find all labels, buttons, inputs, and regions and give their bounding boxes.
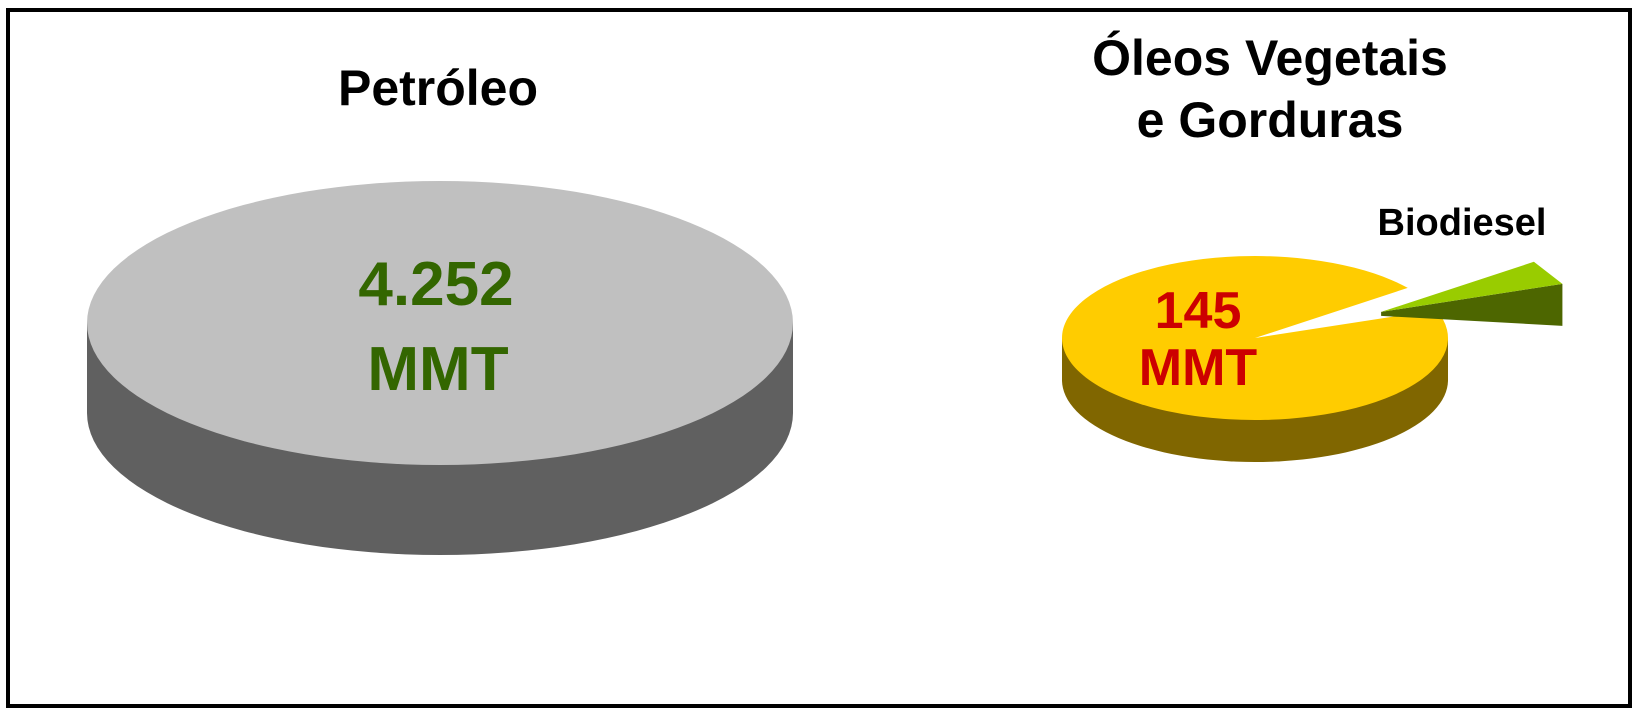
petroleo-unit-label: MMT bbox=[367, 335, 508, 404]
oleos-main-slice-top bbox=[1061, 255, 1448, 420]
oleos-value-label: 145 bbox=[1155, 282, 1242, 340]
petroleo-pie bbox=[87, 181, 793, 555]
oleos-pie bbox=[1061, 255, 1563, 462]
petroleo-value-label: 4.252 bbox=[358, 250, 513, 319]
petroleo-title: Petróleo bbox=[338, 60, 538, 116]
biodiesel-label: Biodiesel bbox=[1378, 202, 1547, 244]
biodiesel-slice-top bbox=[1381, 261, 1563, 312]
biodiesel-slice-side bbox=[1381, 283, 1563, 326]
petroleo-slice-top bbox=[87, 181, 793, 465]
oleos-title-line-2: e Gorduras bbox=[1137, 92, 1404, 148]
oleos-unit-label: MMT bbox=[1139, 339, 1258, 397]
oleos-title-line-1: Óleos Vegetais bbox=[1092, 30, 1448, 86]
